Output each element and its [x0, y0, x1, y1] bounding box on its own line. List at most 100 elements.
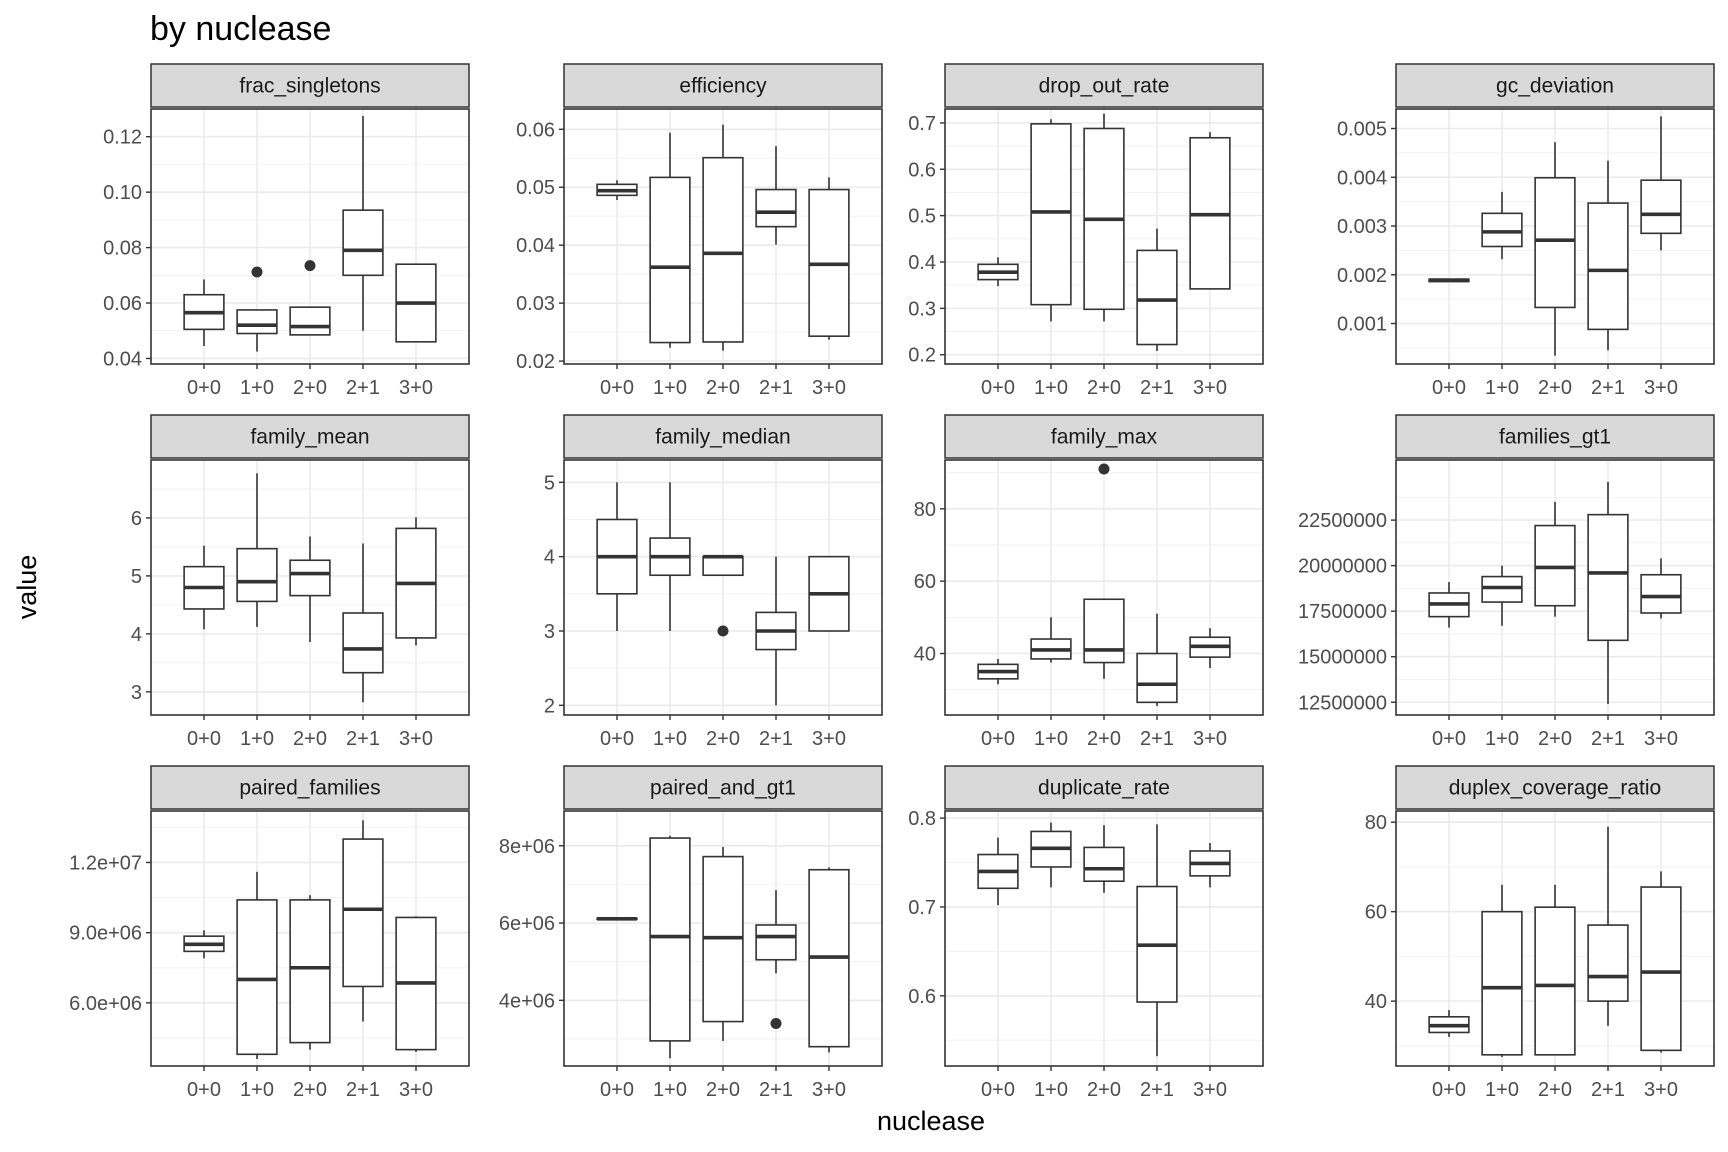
panel-frac-singletons: frac_singletons 0.04 0.06 0.08 0.10 0.12 0+0 1+… [103, 63, 470, 399]
x-tick-label: 3+0 [812, 377, 846, 399]
panel-paired-families: paired_families 6.0e+06 9.0e+06 1.2e+07 0+0 1… [69, 765, 470, 1101]
x-tick-label: 0+0 [981, 1079, 1015, 1101]
box-2-plus-0 [702, 846, 744, 1041]
facet-label: family_max [1051, 426, 1158, 449]
x-tick-label: 2+1 [759, 728, 793, 750]
box-body [1534, 524, 1576, 607]
box-2-plus-0 [289, 536, 331, 642]
y-tick-label: 0.6 [908, 986, 936, 1008]
x-tick-label: 0+0 [187, 377, 221, 399]
x-tick-label: 1+0 [240, 1079, 274, 1101]
y-tick-label: 3 [544, 621, 555, 643]
y-tick-label: 0.7 [908, 897, 936, 919]
x-tick-label: 2+0 [293, 377, 327, 399]
box-2-plus-1 [342, 115, 384, 331]
y-tick-label: 0.06 [516, 119, 555, 141]
box-body [1136, 249, 1178, 346]
box-3-plus-0 [395, 517, 437, 646]
facet-strip [1395, 63, 1715, 108]
box-2-plus-0 [289, 895, 331, 1050]
y-tick-label: 15000000 [1298, 647, 1387, 669]
x-tick-label: 2+0 [1087, 1079, 1121, 1101]
box-body [1136, 652, 1178, 704]
panel-border [563, 810, 883, 1067]
box-2-plus-0 [289, 260, 331, 336]
y-tick-label: 0.002 [1337, 265, 1387, 287]
x-tick-label: 2+1 [1591, 377, 1625, 399]
box-body [649, 837, 691, 1042]
x-tick-label: 2+0 [706, 728, 740, 750]
box-2-plus-1 [755, 556, 797, 706]
facet-label: paired_families [239, 777, 380, 800]
box-2-plus-1 [1587, 826, 1629, 1026]
x-tick-label: 1+0 [653, 1079, 687, 1101]
box-3-plus-0 [808, 177, 850, 340]
y-tick-label: 60 [1365, 902, 1387, 924]
x-tick-label: 2+1 [346, 1079, 380, 1101]
box-2-plus-0 [1083, 825, 1125, 893]
panel-gc-deviation: gc_deviation 0.001 0.002 0.003 0.004 0.005 0+0… [1337, 63, 1715, 399]
x-tick-label: 3+0 [1644, 377, 1678, 399]
panel-efficiency: efficiency 0.02 0.03 0.04 0.05 0.06 0+0 1+0 2+0 2… [516, 63, 883, 399]
x-tick-label: 3+0 [399, 728, 433, 750]
box-1-plus-0 [1481, 565, 1523, 626]
box-body [1083, 598, 1125, 664]
box-body [649, 176, 691, 344]
box-1-plus-0 [649, 132, 691, 348]
box-0-plus-0 [596, 180, 638, 200]
box-1-plus-0 [1481, 191, 1523, 260]
box-body [1587, 202, 1629, 331]
box-2-plus-0 [1083, 113, 1125, 322]
box-body [289, 559, 331, 597]
box-body [1640, 573, 1682, 614]
box-1-plus-0 [236, 871, 278, 1059]
y-tick-label: 60 [914, 571, 936, 593]
box-3-plus-0 [1640, 116, 1682, 251]
x-tick-label: 1+0 [1485, 377, 1519, 399]
panel-family-median: family_median 2 3 4 5 0+0 1+0 2+0 2+1 3+0 [544, 414, 883, 750]
facet-strip [944, 63, 1264, 108]
box-1-plus-0 [236, 266, 278, 352]
facet-label: duplex_coverage_ratio [1449, 777, 1661, 800]
x-tick-label: 1+0 [1034, 1079, 1068, 1101]
box-body [236, 899, 278, 1056]
facet-strip [944, 414, 1264, 459]
facet-label: family_median [655, 426, 790, 449]
y-tick-label: 0.05 [516, 177, 555, 199]
box-0-plus-0 [596, 482, 638, 631]
box-body [702, 156, 744, 343]
y-tick-label: 0.03 [516, 293, 555, 315]
x-tick-label: 1+0 [1485, 1079, 1519, 1101]
box-1-plus-0 [649, 482, 691, 631]
box-3-plus-0 [1189, 628, 1231, 668]
x-tick-label: 3+0 [812, 1079, 846, 1101]
panel-border [563, 459, 883, 716]
x-tick-label: 2+0 [1538, 1079, 1572, 1101]
box-body [1534, 906, 1576, 1056]
panel-border [150, 108, 470, 365]
x-tick-label: 0+0 [600, 728, 634, 750]
y-tick-label: 9.0e+06 [69, 923, 142, 945]
y-tick-label: 4 [131, 624, 142, 646]
y-tick-label: 6e+06 [499, 913, 555, 935]
y-tick-label: 12500000 [1298, 692, 1387, 714]
panel-drop-out-rate: drop_out_rate 0.2 0.3 0.4 0.5 0.6 0.7 0+0 1+0 2+0… [908, 63, 1264, 399]
x-tick-label: 0+0 [1432, 1079, 1466, 1101]
y-tick-label: 6.0e+06 [69, 993, 142, 1015]
facet-strip [1395, 765, 1715, 810]
x-tick-label: 2+1 [346, 728, 380, 750]
x-tick-label: 3+0 [1193, 1079, 1227, 1101]
x-tick-label: 2+0 [1538, 377, 1572, 399]
box-0-plus-0 [596, 916, 638, 921]
panel-family-max: family_max 40 60 80 0+0 1+0 2+0 2+1 3+0 [914, 414, 1264, 750]
x-tick-label: 1+0 [240, 728, 274, 750]
box-3-plus-0 [808, 867, 850, 1053]
box-3-plus-0 [1640, 558, 1682, 619]
box-body [1640, 179, 1682, 235]
box-2-plus-1 [1587, 481, 1629, 705]
y-tick-label: 0.003 [1337, 216, 1387, 238]
outlier-point [770, 1018, 782, 1029]
x-axis-title: nuclease [877, 1106, 985, 1136]
box-body [342, 209, 384, 277]
